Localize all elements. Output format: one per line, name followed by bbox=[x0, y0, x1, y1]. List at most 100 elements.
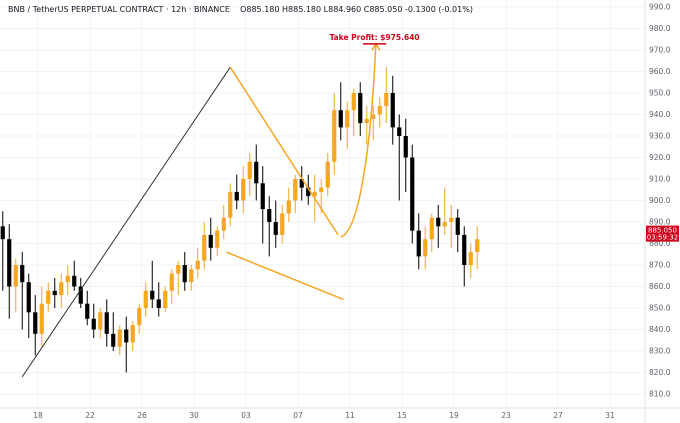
candle-body bbox=[338, 110, 343, 128]
time-tick-label: 23 bbox=[501, 411, 511, 420]
candle-body bbox=[156, 299, 161, 308]
candle-body bbox=[78, 286, 83, 304]
time-tick-label: 31 bbox=[605, 411, 615, 420]
candle-body bbox=[403, 136, 408, 158]
price-tick-label: 890.0 bbox=[649, 218, 671, 227]
low-value: L884.960 bbox=[323, 5, 362, 14]
interval-label[interactable]: 12h bbox=[171, 5, 187, 14]
current-price-tag: 885.050 03:59:32 bbox=[646, 225, 679, 242]
candle-body bbox=[234, 191, 239, 201]
candle-body bbox=[39, 303, 44, 334]
price-tick-label: 820.0 bbox=[649, 368, 671, 377]
candle-body bbox=[26, 282, 31, 313]
candle-body bbox=[202, 234, 207, 261]
close-value: C885.050 bbox=[363, 5, 403, 14]
candle-body bbox=[221, 217, 226, 231]
time-tick-label: 27 bbox=[553, 411, 563, 420]
price-tick-label: 880.0 bbox=[649, 239, 671, 248]
candle-body bbox=[449, 217, 454, 222]
candle-body bbox=[176, 265, 181, 274]
price-tag-background bbox=[646, 225, 679, 242]
candle-body bbox=[228, 191, 233, 218]
price-tick-label: 930.0 bbox=[649, 132, 671, 141]
candle-body bbox=[7, 239, 12, 287]
candle-body bbox=[429, 217, 434, 240]
trend-line bbox=[21, 66, 231, 378]
candle-body bbox=[312, 191, 317, 197]
candle-body bbox=[423, 239, 428, 257]
projection-curve bbox=[340, 43, 377, 238]
candle-body bbox=[325, 161, 330, 188]
candle-body bbox=[13, 265, 18, 287]
candle-body bbox=[462, 234, 467, 265]
price-tick-label: 960.0 bbox=[649, 67, 671, 76]
candle-body bbox=[65, 275, 70, 283]
candle-body bbox=[195, 260, 200, 270]
price-tick-label: 980.0 bbox=[649, 24, 671, 33]
price-tick-label: 900.0 bbox=[649, 196, 671, 205]
price-tick-label: 910.0 bbox=[649, 175, 671, 184]
take-profit-label: Take Profit: $975.640 bbox=[329, 33, 419, 42]
candle-body bbox=[260, 183, 265, 210]
candle-body bbox=[351, 93, 356, 111]
candle-body bbox=[364, 118, 369, 124]
time-tick-label: 19 bbox=[449, 411, 459, 420]
price-tick-label: 870.0 bbox=[649, 261, 671, 270]
candle-body bbox=[33, 312, 38, 334]
candle-body bbox=[455, 217, 460, 235]
candle-body bbox=[91, 318, 96, 330]
candle-body bbox=[319, 187, 324, 192]
candle-body bbox=[390, 93, 395, 128]
candle-body bbox=[104, 312, 109, 334]
candle-body bbox=[137, 308, 142, 326]
price-tag-price: 885.050 bbox=[648, 227, 677, 235]
price-tick-label: 940.0 bbox=[649, 110, 671, 119]
time-tick-label: 26 bbox=[137, 411, 147, 420]
candle-body bbox=[111, 333, 116, 347]
drawing-annotations[interactable] bbox=[21, 42, 387, 378]
price-tick-label: 860.0 bbox=[649, 282, 671, 291]
candle-body bbox=[208, 234, 213, 248]
candle-body bbox=[267, 209, 272, 222]
candle-body bbox=[377, 105, 382, 115]
candle-body bbox=[72, 275, 77, 287]
time-axis[interactable]: 18 22 26 30 03 07 11 15 19 23 27 31 bbox=[0, 407, 680, 420]
candle-body bbox=[85, 303, 90, 319]
time-tick-label: 11 bbox=[345, 411, 355, 420]
trend-line bbox=[229, 66, 339, 236]
candle-body bbox=[143, 290, 148, 308]
time-tick-label: 15 bbox=[397, 411, 407, 420]
candle-body bbox=[117, 329, 122, 347]
exchange-label: BINANCE bbox=[193, 5, 230, 14]
candle-body bbox=[46, 290, 51, 304]
time-tick-label: 03 bbox=[241, 411, 251, 420]
candle-body bbox=[468, 252, 473, 265]
candle-body bbox=[358, 93, 363, 124]
candle-body bbox=[241, 179, 246, 201]
candle-body bbox=[52, 290, 57, 296]
candle-body bbox=[371, 114, 376, 119]
time-tick-label: 18 bbox=[33, 411, 43, 420]
candle-body bbox=[397, 127, 402, 136]
price-axis[interactable]: 810.0 820.0 830.0 840.0 850.0 860.0 870.0 880.0… bbox=[644, 0, 671, 423]
candle-body bbox=[59, 282, 64, 296]
candle-body bbox=[98, 312, 103, 330]
price-tick-label: 950.0 bbox=[649, 89, 671, 98]
candle-body bbox=[475, 239, 480, 253]
symbol-name[interactable]: BNB / TetherUS PERPETUAL CONTRACT bbox=[8, 5, 164, 14]
chart-grid bbox=[0, 0, 645, 408]
candle-body bbox=[163, 290, 168, 308]
candle-body bbox=[215, 230, 220, 248]
candle-body bbox=[150, 290, 155, 300]
price-tick-label: 990.0 bbox=[649, 3, 671, 12]
high-value: H885.180 bbox=[282, 5, 322, 14]
candle-body bbox=[130, 325, 135, 343]
candle-body bbox=[345, 110, 350, 128]
time-tick-label: 22 bbox=[85, 411, 95, 420]
price-tick-label: 830.0 bbox=[649, 347, 671, 356]
candle-body bbox=[189, 269, 194, 283]
price-tag-countdown: 03:59:32 bbox=[647, 234, 678, 242]
price-tick-label: 840.0 bbox=[649, 325, 671, 334]
candle-body bbox=[416, 230, 421, 257]
